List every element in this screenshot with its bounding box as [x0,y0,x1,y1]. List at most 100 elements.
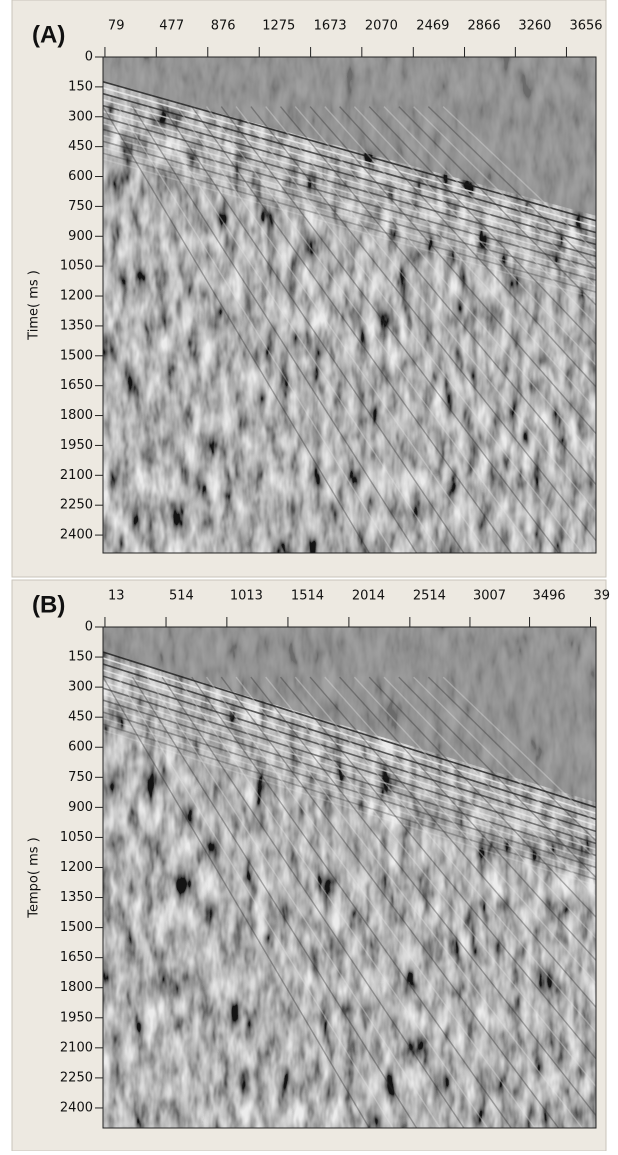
panel-label: (B) [32,591,65,618]
x-tick-label: 1275 [262,19,295,34]
y-tick-label: 1650 [60,950,93,965]
reflection [103,158,596,299]
x-tick-label: 1673 [314,19,347,34]
ground-roll [294,106,596,460]
reflection [103,122,596,264]
reflection [103,681,596,839]
reflection [103,699,596,857]
y-tick-label: 1500 [60,920,93,935]
reflection [103,98,596,240]
ground-roll [161,676,465,1128]
y-tick-label: 300 [68,109,93,124]
x-tick-label: 3260 [518,19,551,34]
y-tick-label: 1200 [60,860,93,875]
ground-roll [103,106,370,553]
y-tick-label: 0 [85,50,93,65]
y-tick-label: 150 [68,650,93,665]
reflection [103,717,596,875]
y-tick-label: 600 [68,169,93,184]
ground-roll [427,106,596,270]
y-axis-label: Time( ms ) [27,270,42,341]
reflection [103,657,596,815]
reflection [103,104,596,246]
ground-roll [191,106,512,553]
reflection [103,651,596,809]
reflection [103,128,596,270]
ground-roll [368,676,596,919]
x-tick-label: 79 [108,19,125,34]
ground-roll [368,106,596,346]
quiet-zone [103,57,596,216]
ground-roll [205,676,536,1128]
x-tick-label: 3656 [569,19,602,34]
ground-roll [353,106,596,367]
x-tick-label: 2469 [416,19,449,34]
plot-border [102,56,597,554]
reflection [103,140,596,281]
x-tick-label: 1013 [230,589,263,604]
y-tick-label: 2100 [60,1040,93,1055]
ground-roll [353,676,596,940]
reflection [103,134,596,276]
y-tick-label: 750 [68,199,93,214]
y-tick-label: 450 [68,139,93,154]
ground-roll [413,676,596,860]
ground-roll [117,106,394,553]
x-tick-label: 2514 [413,589,446,604]
x-tick-label: 3007 [473,589,506,604]
ground-roll [146,106,441,553]
reflection [103,693,596,851]
reflection [103,723,596,881]
y-tick-label: 300 [68,680,93,695]
seismic-image [103,627,596,1128]
ground-roll [161,106,465,553]
y-tick-label: 2250 [60,1070,93,1085]
ground-roll [176,676,489,1128]
y-tick-label: 1200 [60,289,93,304]
reflection [103,711,596,869]
x-tick-label: 3496 [533,589,566,604]
ground-roll [176,106,489,553]
ground-roll [339,676,596,962]
x-tick-label: 477 [159,19,184,34]
reflection [103,146,596,287]
reflection [103,152,596,293]
y-tick-label: 1950 [60,438,93,453]
ground-roll [220,676,560,1128]
y-tick-label: 600 [68,740,93,755]
ground-roll [235,676,583,1128]
ground-roll [265,106,596,513]
reflection [103,110,596,252]
y-tick-label: 2100 [60,468,93,483]
y-tick-label: 1350 [60,890,93,905]
y-tick-label: 1500 [60,348,93,363]
ground-roll [250,676,596,1117]
reflection [103,81,596,222]
y-tick-label: 0 [85,620,93,635]
ground-roll [383,106,596,326]
y-tick-label: 750 [68,770,93,785]
y-tick-label: 1800 [60,980,93,995]
panel-label: (A) [32,21,65,48]
reflection [103,729,596,887]
ground-roll [294,676,596,1034]
ground-roll [309,676,596,1009]
y-tick-label: 450 [68,710,93,725]
reflection [103,86,596,228]
ground-roll [265,676,596,1088]
x-tick-label: 2866 [468,19,501,34]
x-tick-label: 876 [211,19,236,34]
y-tick-label: 150 [68,79,93,94]
ground-roll [442,676,596,825]
ground-roll [324,106,596,411]
y-tick-label: 2400 [60,1100,93,1115]
ground-roll [442,106,596,253]
y-tick-label: 1350 [60,318,93,333]
ground-roll [398,676,596,879]
y-tick-label: 900 [68,229,93,244]
ground-roll [131,676,418,1128]
reflection [103,675,596,833]
reflection [103,687,596,845]
y-tick-label: 1950 [60,1010,93,1025]
